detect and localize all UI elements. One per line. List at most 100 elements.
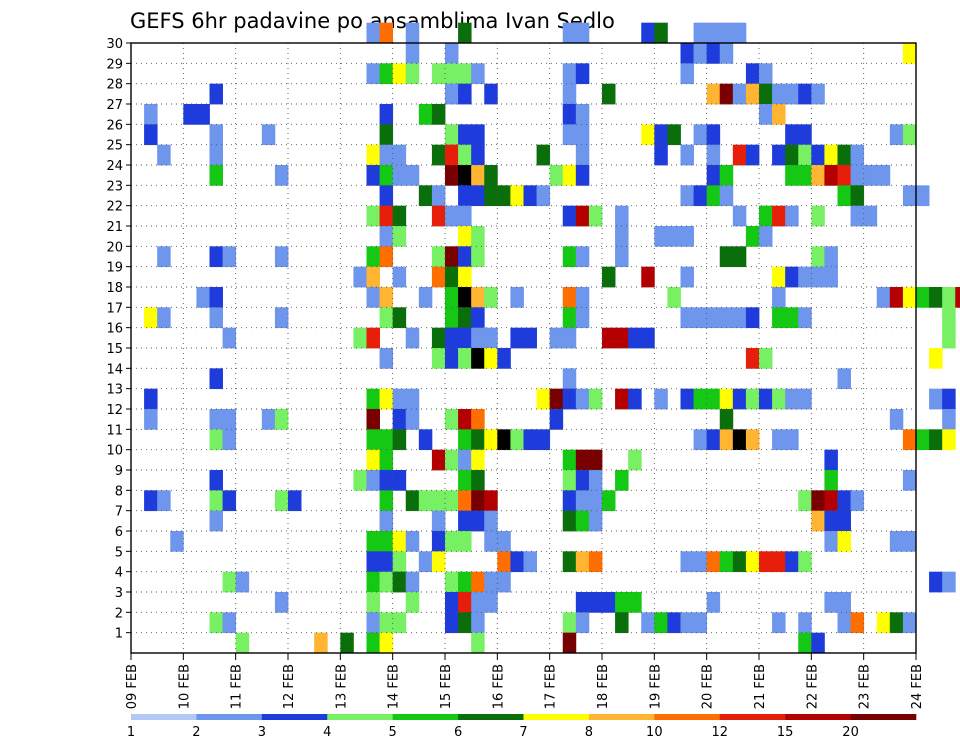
y-tick-label: 15 xyxy=(106,342,123,357)
heatmap-cell xyxy=(889,531,904,552)
heatmap-cell xyxy=(759,63,773,85)
legend-level-label: 10 xyxy=(646,725,663,740)
heatmap-cell xyxy=(615,246,629,268)
heatmap-cell xyxy=(706,165,721,186)
heatmap-cell xyxy=(392,612,407,634)
heatmap-cells xyxy=(144,22,960,654)
heatmap-cell xyxy=(942,307,956,329)
heatmap-cell xyxy=(471,409,485,430)
heatmap-cell xyxy=(366,205,380,227)
heatmap-cell xyxy=(798,83,812,105)
heatmap-cell xyxy=(484,83,498,105)
heatmap-cell xyxy=(445,287,459,308)
y-tick-label: 19 xyxy=(106,261,123,276)
heatmap-cell xyxy=(562,83,577,105)
heatmap-cell xyxy=(471,287,485,308)
heatmap-cell xyxy=(144,104,158,125)
legend-level-label: 12 xyxy=(711,725,728,740)
heatmap-cell xyxy=(497,429,511,451)
heatmap-cell xyxy=(458,449,472,471)
heatmap-cell xyxy=(785,266,799,288)
heatmap-cell xyxy=(772,429,786,451)
heatmap-cell xyxy=(471,449,485,471)
y-tick-label: 28 xyxy=(106,78,123,93)
heatmap-cell xyxy=(431,490,446,512)
heatmap-cell xyxy=(811,246,825,268)
heatmap-cell xyxy=(837,531,851,552)
heatmap-cell xyxy=(458,612,472,634)
heatmap-cell xyxy=(458,470,472,491)
heatmap-cell xyxy=(288,490,302,512)
heatmap-cell xyxy=(536,429,551,451)
heatmap-cell xyxy=(471,470,485,491)
heatmap-cell xyxy=(209,165,223,186)
heatmap-cell xyxy=(850,185,865,207)
heatmap-cell xyxy=(562,287,577,308)
color-legend: 1 2 3 4 5 6 7 8 10 12 15 20 xyxy=(127,714,917,740)
heatmap-cell xyxy=(471,429,485,451)
heatmap-cell xyxy=(680,266,694,288)
x-tick-label: 24 FEB xyxy=(910,664,925,709)
heatmap-cell xyxy=(719,83,734,105)
heatmap-cell xyxy=(379,510,394,532)
heatmap-cell xyxy=(458,124,472,146)
heatmap-cell xyxy=(366,388,380,410)
heatmap-cell xyxy=(392,470,407,491)
heatmap-cell xyxy=(405,388,420,410)
heatmap-cell xyxy=(523,429,537,451)
heatmap-cell xyxy=(902,612,917,634)
heatmap-cell xyxy=(366,531,380,552)
heatmap-cell xyxy=(811,632,825,654)
heatmap-cell xyxy=(902,429,917,451)
heatmap-cell xyxy=(837,612,851,634)
heatmap-cell xyxy=(863,165,878,186)
heatmap-cell xyxy=(772,307,786,329)
heatmap-cell xyxy=(850,490,865,512)
heatmap-cell xyxy=(719,307,734,329)
heatmap-cell xyxy=(484,592,498,613)
heatmap-cell xyxy=(484,185,498,207)
heatmap-cell xyxy=(484,490,498,512)
heatmap-cell xyxy=(471,612,485,634)
heatmap-cell xyxy=(628,592,642,613)
heatmap-cell xyxy=(209,287,223,308)
heatmap-cell xyxy=(693,43,708,64)
heatmap-cell xyxy=(850,612,865,634)
heatmap-cell xyxy=(497,531,511,552)
heatmap-cell xyxy=(785,83,799,105)
heatmap-cell xyxy=(274,592,289,613)
heatmap-cell xyxy=(680,144,694,166)
heatmap-cell xyxy=(353,470,367,491)
legend-level-label: 5 xyxy=(389,725,397,740)
x-tick-label: 20 FEB xyxy=(701,664,716,709)
heatmap-cell xyxy=(497,185,511,207)
heatmap-cell xyxy=(732,246,747,268)
heatmap-cell xyxy=(445,449,459,471)
heatmap-cell xyxy=(471,490,485,512)
heatmap-cell xyxy=(759,205,773,227)
heatmap-cell xyxy=(379,571,394,593)
heatmap-cell xyxy=(798,144,812,166)
heatmap-cell xyxy=(431,327,446,349)
heatmap-cell xyxy=(824,144,838,166)
heatmap-cell xyxy=(902,531,917,552)
heatmap-cell xyxy=(418,287,433,308)
heatmap-cell xyxy=(942,287,956,308)
heatmap-cell xyxy=(274,165,289,186)
heatmap-cell xyxy=(654,22,668,44)
heatmap-cell xyxy=(431,104,446,125)
heatmap-cell xyxy=(654,124,668,146)
heatmap-cell xyxy=(458,429,472,451)
heatmap-cell xyxy=(811,144,825,166)
heatmap-cell xyxy=(445,63,459,85)
heatmap-cell xyxy=(431,531,446,552)
heatmap-cell xyxy=(772,144,786,166)
heatmap-cell xyxy=(759,104,773,125)
heatmap-cell xyxy=(811,165,825,186)
heatmap-cell xyxy=(445,83,459,105)
y-tick-label: 8 xyxy=(115,484,123,499)
heatmap-cell xyxy=(719,43,734,64)
heatmap-cell xyxy=(274,490,289,512)
heatmap-cell xyxy=(588,470,603,491)
heatmap-cell xyxy=(379,388,394,410)
